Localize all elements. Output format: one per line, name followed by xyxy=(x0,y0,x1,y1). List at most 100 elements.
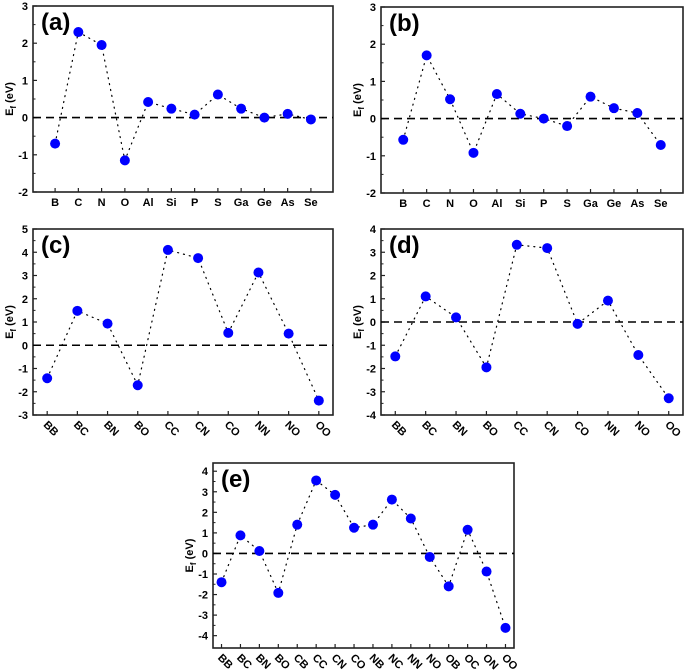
x-tick-label: B xyxy=(51,197,59,209)
panel-label: (a) xyxy=(41,9,70,36)
y-tick-label: 0 xyxy=(22,340,28,352)
y-tick-label: 3 xyxy=(370,2,376,14)
data-point-O xyxy=(119,155,130,166)
x-tick-label: CC xyxy=(162,419,182,439)
data-point-BC xyxy=(72,305,83,316)
x-tick-label: BN xyxy=(450,419,470,439)
y-tick-label: -2 xyxy=(18,187,28,199)
data-point-NN xyxy=(253,267,264,278)
data-point-CC xyxy=(511,239,522,250)
x-tick-label: N xyxy=(98,197,106,209)
y-label-symbol: E xyxy=(4,109,16,116)
series-line xyxy=(46,249,320,402)
x-tick-label: OO xyxy=(662,419,683,440)
x-tick-label: NO xyxy=(423,652,443,672)
data-point-OC xyxy=(462,524,473,535)
x-tick-label: BC xyxy=(419,419,439,439)
y-tick-label: -1 xyxy=(18,150,28,162)
y-label-symbol: E xyxy=(352,110,364,117)
x-tick-label: Ge xyxy=(257,197,272,209)
y-tick-label: 2 xyxy=(22,294,28,306)
data-point-BB xyxy=(216,577,227,588)
data-point-P xyxy=(538,113,549,124)
data-point-OO xyxy=(663,393,674,404)
data-point-S xyxy=(562,121,573,132)
data-point-NN xyxy=(602,295,613,306)
data-point-Ga xyxy=(236,103,247,114)
y-tick-label: 4 xyxy=(22,247,29,259)
y-tick-label: 3 xyxy=(370,247,376,259)
panel-a: -2 -1 0 1 2 3 Ef (eV) (a) B C N O Al Si P S Ga Ge As Se xyxy=(4,1,334,209)
data-point-NO xyxy=(283,328,294,339)
y-label-unit: (eV) xyxy=(4,305,16,329)
y-label-unit: (eV) xyxy=(4,82,16,106)
x-tick-label: NB xyxy=(367,652,387,672)
y-tick-label: -3 xyxy=(366,387,376,399)
y-tick-label: 1 xyxy=(202,528,208,540)
panel-label: (c) xyxy=(41,232,70,259)
y-tick-label: 0 xyxy=(202,548,208,560)
plot-frame xyxy=(380,6,684,194)
y-tick-label: -4 xyxy=(366,410,377,422)
data-point-Al xyxy=(143,96,154,107)
data-point-CN xyxy=(193,253,204,264)
y-tick-label: 2 xyxy=(370,39,376,51)
y-label-subscript: f xyxy=(9,106,18,109)
x-tick-label: CN xyxy=(192,419,212,439)
plot-frame xyxy=(32,228,334,416)
data-point-BC xyxy=(235,530,246,541)
x-tick-label: As xyxy=(281,197,295,209)
x-tick-label: CO xyxy=(571,419,591,439)
y-label-symbol: E xyxy=(4,332,16,339)
y-label-subscript: f xyxy=(357,107,366,110)
x-tick-label: BC xyxy=(234,652,254,672)
y-tick-label: -1 xyxy=(366,340,376,352)
data-point-BC xyxy=(420,291,431,302)
x-tick-label: CN xyxy=(329,652,349,672)
y-tick-label: 0 xyxy=(22,113,28,125)
y-label-symbol: E xyxy=(352,332,364,339)
panel-b: -2 -1 0 1 2 3 Ef (eV) (b) B C N O Al Si P S Ga Ge As Se xyxy=(352,2,684,210)
x-tick-label: As xyxy=(630,198,644,210)
data-point-As xyxy=(632,108,643,119)
x-tick-label: CC xyxy=(310,652,330,672)
y-label-subscript: f xyxy=(357,329,366,332)
x-tick-label: BO xyxy=(272,652,292,672)
x-tick-label: Al xyxy=(491,198,502,210)
data-point-CO xyxy=(223,327,234,338)
y-tick-label: 0 xyxy=(370,317,376,329)
x-tick-label: NN xyxy=(404,652,424,672)
y-tick-label: 5 xyxy=(22,224,28,236)
y-axis-label: Ef (eV) xyxy=(352,83,366,117)
x-tick-label: B xyxy=(399,198,407,210)
x-tick-label: OC xyxy=(461,652,481,672)
y-tick-label: -2 xyxy=(18,387,28,399)
data-point-C xyxy=(73,27,84,38)
data-point-Ge xyxy=(259,112,270,123)
y-tick-label: -3 xyxy=(18,410,28,422)
data-point-CO xyxy=(572,318,583,329)
x-tick-label: ON xyxy=(480,652,500,672)
y-label-subscript: f xyxy=(9,329,18,332)
y-tick-label: 1 xyxy=(22,75,28,87)
y-axis-label: Ef (eV) xyxy=(352,305,366,339)
series-line xyxy=(220,479,507,629)
data-point-Si xyxy=(515,108,526,119)
x-tick-label: BO xyxy=(131,419,151,439)
x-tick-label: Ga xyxy=(583,198,599,210)
x-tick-label: NO xyxy=(282,419,302,439)
data-point-As xyxy=(282,108,293,119)
y-axis-label: Ef (eV) xyxy=(4,82,18,116)
y-label-unit: (eV) xyxy=(184,538,196,562)
x-tick-label: OB xyxy=(442,652,462,672)
y-tick-label: -1 xyxy=(18,364,28,376)
y-tick-label: -1 xyxy=(198,569,208,581)
data-point-CC xyxy=(311,475,322,486)
x-tick-label: Si xyxy=(515,198,525,210)
x-tick-label: Se xyxy=(654,198,667,210)
y-tick-label: 3 xyxy=(22,271,28,283)
data-point-S xyxy=(212,89,223,100)
x-tick-label: Ge xyxy=(607,198,622,210)
